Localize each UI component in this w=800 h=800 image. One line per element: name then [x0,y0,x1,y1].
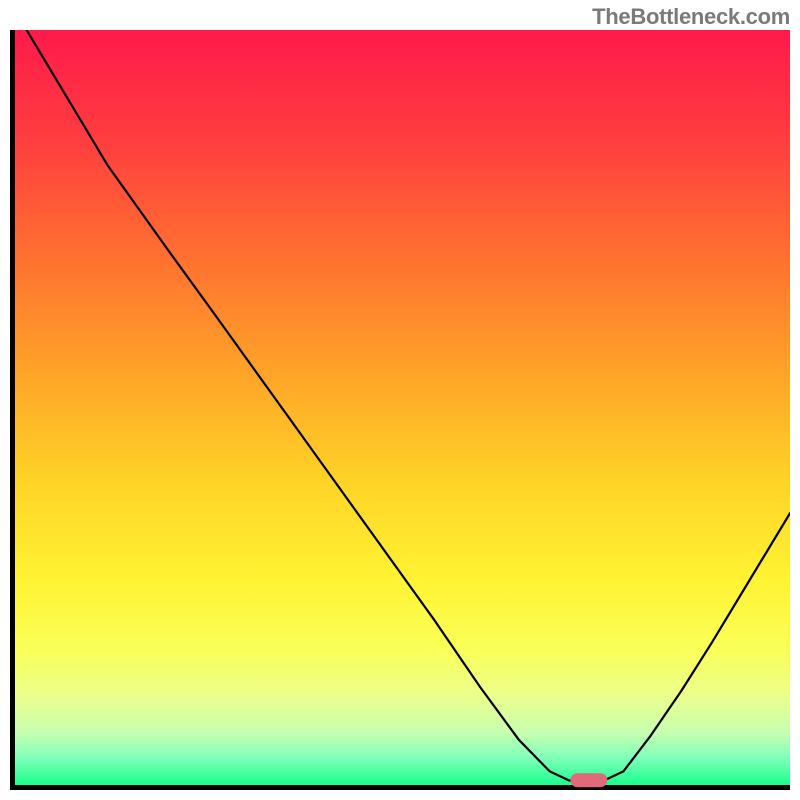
plot-inner [15,30,790,785]
plot-area [10,30,790,790]
chart-svg [15,30,790,785]
watermark-text: TheBottleneck.com [592,4,790,30]
optimum-marker [570,774,607,788]
chart-background [15,30,790,785]
x-axis [10,785,790,790]
